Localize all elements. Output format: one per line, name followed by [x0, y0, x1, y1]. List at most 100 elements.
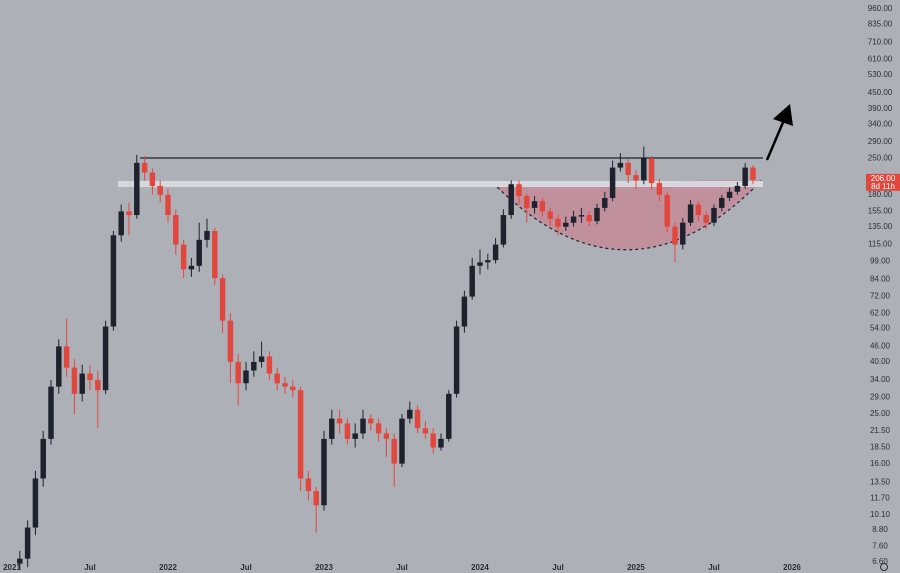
y-tick-label: 7.60 — [872, 541, 888, 550]
arrow-shaft — [765, 119, 786, 161]
price-tag-label: 206.00 — [871, 174, 896, 183]
candle-body — [274, 373, 280, 384]
candle-body — [547, 211, 553, 219]
candle-body — [227, 320, 234, 362]
candle-body — [648, 158, 655, 184]
candle-body — [641, 158, 647, 181]
candle-body — [508, 184, 514, 216]
candle-body — [63, 346, 70, 368]
candle-body — [438, 438, 444, 448]
candle-body — [633, 175, 639, 181]
settings-icon[interactable] — [880, 563, 888, 571]
candle-body — [734, 185, 741, 192]
candle-body — [243, 370, 249, 384]
candle-body — [95, 379, 101, 391]
candle-body — [165, 194, 171, 216]
candle-body — [360, 418, 366, 434]
candle-body — [134, 162, 140, 216]
candle-body — [430, 433, 436, 448]
y-tick-label: 530.00 — [868, 70, 893, 79]
candle-body — [79, 373, 85, 394]
candle-body — [391, 438, 397, 464]
y-tick-label: 62.00 — [870, 308, 891, 317]
candle-body — [102, 326, 109, 391]
cup-fill — [493, 180, 762, 250]
candle-body — [251, 361, 257, 371]
x-tick-label: 2025 — [627, 563, 645, 572]
candle-body — [40, 438, 46, 479]
candle-body — [469, 265, 475, 297]
y-tick-label: 72.00 — [870, 292, 891, 301]
candle-body — [305, 478, 312, 492]
x-tick-label: Jul — [708, 563, 720, 572]
y-tick-label: 16.00 — [870, 459, 891, 468]
x-tick-label: Jul — [552, 563, 564, 572]
candle-body — [336, 418, 343, 424]
candles — [17, 146, 756, 569]
y-tick-label: 46.00 — [870, 341, 891, 350]
candle-body — [539, 201, 546, 212]
y-tick-label: 250.00 — [868, 153, 893, 162]
candle-body — [407, 409, 413, 419]
candle-body — [742, 167, 748, 186]
candle-body — [180, 244, 187, 270]
y-tick-label: 180.00 — [868, 190, 893, 199]
candle-body — [687, 204, 694, 223]
candle-body — [212, 230, 218, 279]
candle-body — [609, 167, 616, 198]
x-tick-label: 2024 — [471, 563, 489, 572]
y-tick-label: 8.80 — [872, 525, 888, 534]
candle-body — [531, 201, 538, 208]
candle-body — [149, 172, 156, 186]
candle-body — [516, 184, 522, 197]
candle-body — [126, 211, 132, 216]
x-tick-label: 2021 — [3, 563, 21, 572]
y-tick-label: 155.00 — [868, 207, 893, 216]
candle-body — [617, 162, 624, 168]
candle-body — [321, 438, 327, 506]
axes: 960.00 835.00 710.00 610.00 530.00 450.00 390.… — [3, 4, 900, 572]
candle-body — [282, 383, 288, 387]
y-tick-label: 290.00 — [868, 137, 893, 146]
drawings — [118, 104, 793, 251]
candle-body — [703, 215, 709, 223]
candle-body — [477, 262, 483, 266]
candle-body — [555, 218, 561, 227]
candle-body — [500, 215, 507, 245]
y-tick-label: 610.00 — [868, 54, 893, 63]
y-tick-label: 84.00 — [870, 275, 891, 284]
candle-body — [594, 207, 600, 222]
candle-body — [656, 183, 663, 195]
candle-body — [297, 390, 304, 479]
candle-body — [625, 162, 631, 176]
candle-body — [204, 230, 210, 240]
candle-body — [719, 197, 725, 208]
candle-body — [344, 423, 351, 439]
candle-body — [570, 216, 577, 223]
candle-body — [290, 386, 296, 391]
candle-body — [711, 207, 717, 223]
candle-body — [563, 222, 569, 227]
y-tick-label: 21.50 — [870, 426, 891, 435]
candle-body — [750, 167, 756, 180]
candle-body — [352, 433, 358, 439]
candle-body — [188, 265, 195, 270]
y-tick-label: 40.00 — [870, 357, 891, 366]
candle-body — [219, 278, 226, 321]
candle-body — [32, 478, 39, 528]
candle-body — [141, 162, 148, 173]
candle-body — [48, 386, 54, 439]
candle-body — [368, 418, 374, 424]
x-tick-label: Jul — [84, 563, 96, 572]
candle-body — [157, 185, 163, 195]
price-tag-box — [866, 173, 900, 191]
candle-body — [173, 215, 179, 245]
candle-body — [524, 196, 530, 208]
candle-body — [110, 235, 117, 327]
candle-body — [87, 373, 93, 380]
candle-body — [726, 191, 733, 198]
y-tick-label: 115.00 — [868, 240, 892, 249]
candle-body — [461, 296, 468, 327]
y-tick-label: 960.00 — [868, 4, 893, 13]
y-tick-label: 99.00 — [870, 256, 891, 265]
